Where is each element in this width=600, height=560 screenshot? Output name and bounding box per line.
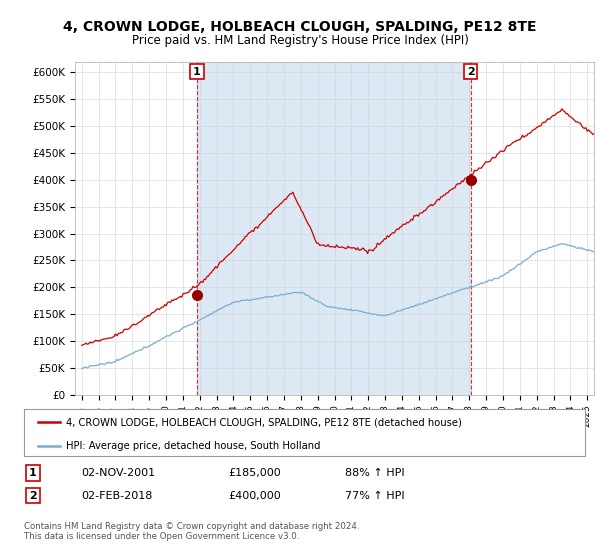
Text: 4, CROWN LODGE, HOLBEACH CLOUGH, SPALDING, PE12 8TE: 4, CROWN LODGE, HOLBEACH CLOUGH, SPALDIN… (63, 20, 537, 34)
Text: 88% ↑ HPI: 88% ↑ HPI (345, 468, 404, 478)
Text: 4, CROWN LODGE, HOLBEACH CLOUGH, SPALDING, PE12 8TE (detached house): 4, CROWN LODGE, HOLBEACH CLOUGH, SPALDIN… (66, 417, 462, 427)
Text: 1: 1 (29, 468, 37, 478)
Bar (197, 62, 471, 395)
Text: 02-NOV-2001: 02-NOV-2001 (81, 468, 155, 478)
Text: 1: 1 (193, 67, 201, 77)
Text: Price paid vs. HM Land Registry's House Price Index (HPI): Price paid vs. HM Land Registry's House … (131, 34, 469, 46)
Text: 2: 2 (467, 67, 475, 77)
Text: 2: 2 (29, 491, 37, 501)
Text: £185,000: £185,000 (228, 468, 281, 478)
Text: 77% ↑ HPI: 77% ↑ HPI (345, 491, 404, 501)
Text: Contains HM Land Registry data © Crown copyright and database right 2024.
This d: Contains HM Land Registry data © Crown c… (24, 522, 359, 542)
Text: HPI: Average price, detached house, South Holland: HPI: Average price, detached house, Sout… (66, 441, 320, 451)
Text: 02-FEB-2018: 02-FEB-2018 (81, 491, 152, 501)
Text: £400,000: £400,000 (228, 491, 281, 501)
